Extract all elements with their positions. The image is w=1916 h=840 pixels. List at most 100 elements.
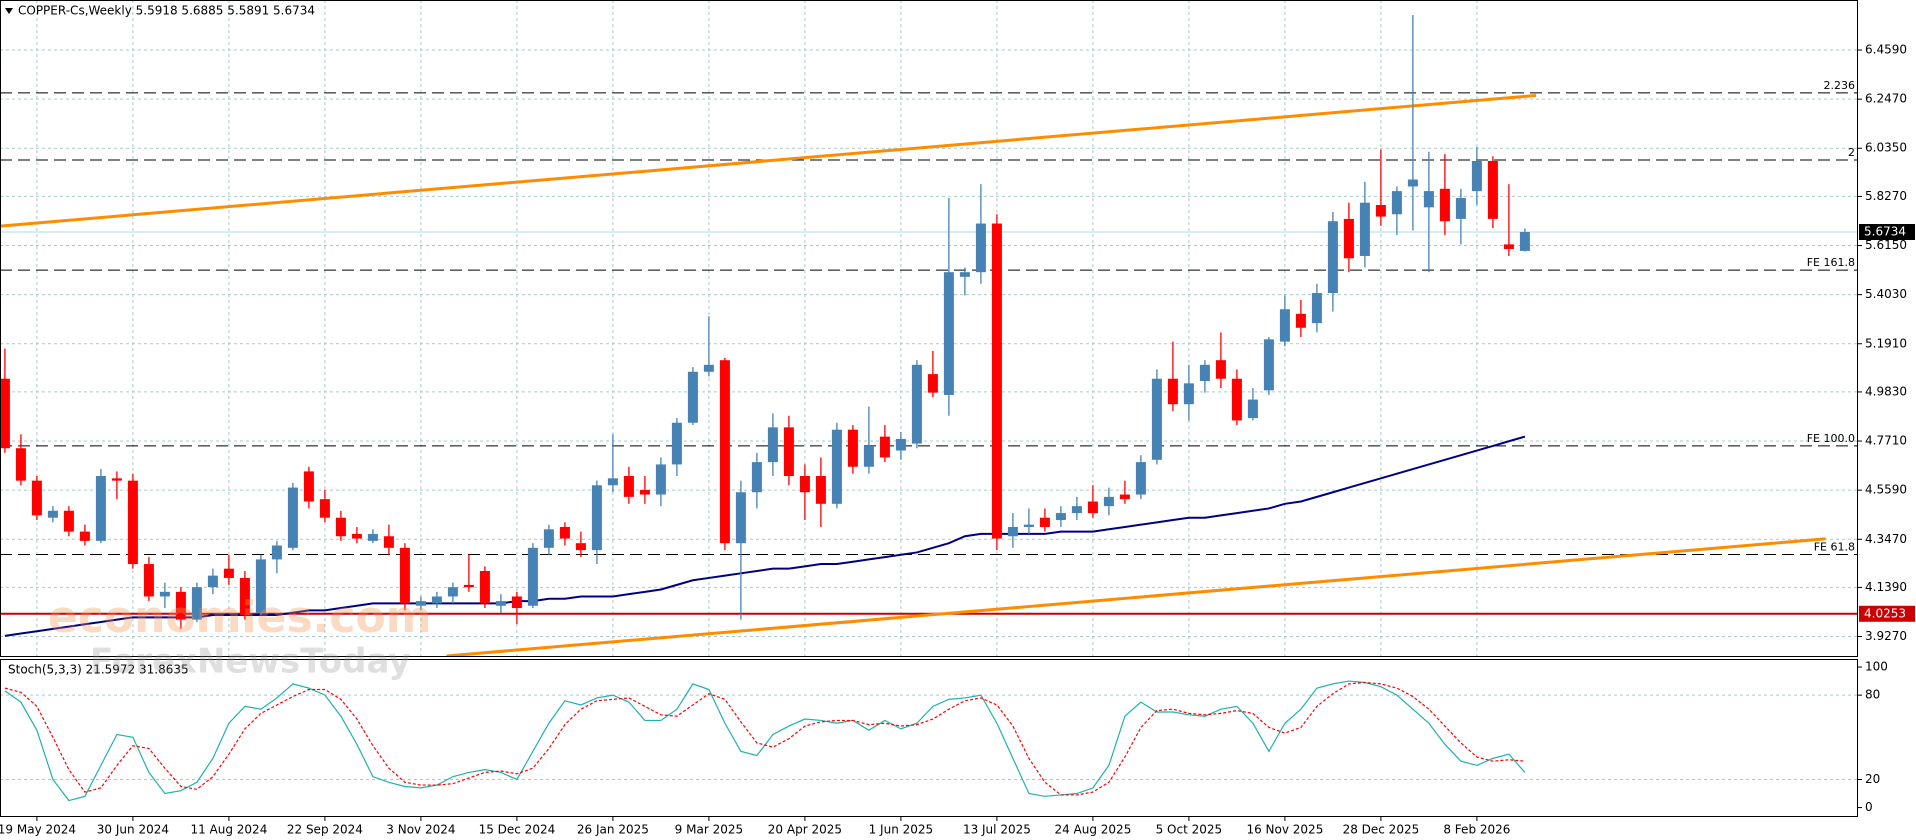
x-tick-label: 13 Jul 2025 <box>963 823 1031 837</box>
axes: 3.9270 4.1390 4.3470 4.5590 4.7710 4.9830 5.19… <box>0 43 1915 837</box>
level-label: FE 61.8 <box>1814 541 1855 554</box>
y-tick-label: 4.9830 <box>1865 384 1907 398</box>
y-tick-label: 6.4590 <box>1865 43 1907 57</box>
candle-body <box>1023 524 1034 527</box>
candle-body <box>1343 218 1354 259</box>
candle-body <box>1455 198 1466 219</box>
support-label: 4.0253 <box>1864 606 1906 620</box>
candle-body <box>1183 383 1194 405</box>
x-tick-label: 15 Dec 2024 <box>479 823 556 837</box>
y-tick-label: 0 <box>1865 800 1873 814</box>
candle-body <box>879 436 890 458</box>
y-tick-label: 3.9270 <box>1865 629 1907 643</box>
candle-body <box>1119 494 1130 500</box>
candle-body <box>655 464 666 495</box>
candle-body <box>1151 378 1162 460</box>
candle-body <box>639 489 650 495</box>
candle-body <box>431 596 442 604</box>
candle-body <box>1487 160 1498 219</box>
candle-body <box>47 510 58 518</box>
candle-body <box>767 427 778 463</box>
y-tick-label: 5.1910 <box>1865 336 1907 350</box>
candle-body <box>1359 202 1370 256</box>
candle-body <box>319 499 330 518</box>
candle-body <box>447 587 458 597</box>
x-tick-label: 3 Nov 2024 <box>386 823 455 837</box>
stochastic-panel <box>0 680 1858 802</box>
candle-body <box>0 378 10 449</box>
level-label: 2.236 <box>1824 79 1856 92</box>
y-tick-label: 4.5590 <box>1865 483 1907 497</box>
x-tick-label: 8 Feb 2026 <box>1443 823 1510 837</box>
level-label: FE 161.8 <box>1807 256 1855 269</box>
candle-body <box>1327 221 1338 294</box>
y-tick-label: 4.1390 <box>1865 580 1907 594</box>
candle-body <box>335 517 346 537</box>
candle-body <box>1263 339 1274 391</box>
candle-body <box>687 371 698 423</box>
price-label: 5.6734 <box>1864 225 1906 239</box>
stochastic-frame <box>0 659 1858 817</box>
candle-body <box>1247 399 1258 419</box>
x-tick-label: 30 Jun 2024 <box>97 823 169 837</box>
candle-body <box>1391 191 1402 215</box>
stochastic-line <box>4 681 1525 796</box>
candle-body <box>927 374 938 393</box>
candle-body <box>1311 293 1322 324</box>
candle-body <box>239 577 250 615</box>
candle-body <box>543 529 554 548</box>
candle-body <box>399 547 410 604</box>
candle-body <box>175 591 186 620</box>
candle-body <box>799 476 810 493</box>
candle-body <box>671 422 682 465</box>
y-tick-label: 6.0350 <box>1865 141 1907 155</box>
candle-body <box>1519 232 1530 251</box>
x-tick-label: 24 Aug 2025 <box>1054 823 1131 837</box>
x-tick-label: 9 Mar 2025 <box>675 823 743 837</box>
level-label: FE 100.0 <box>1807 432 1855 445</box>
x-tick-label: 26 Jan 2025 <box>577 823 649 837</box>
x-tick-label: 28 Dec 2025 <box>1343 823 1420 837</box>
candle-body <box>367 533 378 541</box>
candle-body <box>831 429 842 504</box>
candle-body <box>1087 501 1098 514</box>
candle-body <box>351 533 362 539</box>
candle-body <box>735 492 746 544</box>
candle-body <box>815 476 826 504</box>
candle-body <box>31 480 42 516</box>
candle-body <box>111 478 122 481</box>
y-tick-label: 100 <box>1865 660 1888 674</box>
candle-body <box>383 536 394 548</box>
candle-body <box>783 427 794 477</box>
watermark: economies.com <box>48 592 432 643</box>
candle-body <box>479 570 490 604</box>
candle-body <box>495 601 506 606</box>
moving-average <box>4 435 1526 637</box>
candle-body <box>159 591 170 597</box>
candle-body <box>271 545 282 560</box>
candle-body <box>895 438 906 451</box>
trendline <box>0 93 1537 228</box>
price-panel: 2.236 2 FE 161.8 FE 100.0 FE 61.8 <box>0 0 1858 656</box>
candle-body <box>127 480 138 565</box>
candle-body <box>1279 309 1290 342</box>
candle-body <box>991 223 1002 539</box>
x-tick-label: 11 Aug 2024 <box>190 823 267 837</box>
candle-body <box>1055 513 1066 521</box>
candle-body <box>1231 378 1242 421</box>
candle-body <box>143 564 154 597</box>
menu-triangle[interactable] <box>5 8 13 14</box>
candle-body <box>959 272 970 277</box>
x-tick-label: 20 Apr 2025 <box>768 823 842 837</box>
trendline <box>446 537 1826 656</box>
candle-body <box>527 547 538 606</box>
candle-body <box>719 360 730 544</box>
candle-body <box>63 510 74 532</box>
candle-body <box>1039 517 1050 527</box>
y-tick-label: 4.7710 <box>1865 434 1907 448</box>
level-label: 2 <box>1848 146 1855 159</box>
candle-body <box>1295 313 1306 328</box>
candle-body <box>1423 191 1434 208</box>
candle-body <box>79 531 90 541</box>
